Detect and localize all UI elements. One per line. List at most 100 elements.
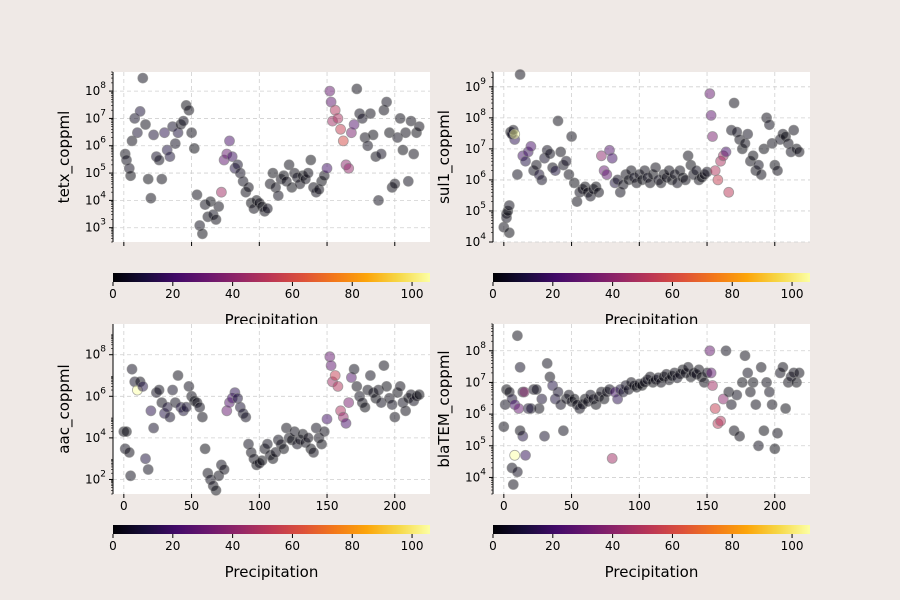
data-point (558, 425, 569, 437)
plot-area (113, 324, 430, 494)
data-point (196, 228, 208, 240)
colorbar-tick-label: 0 (489, 539, 497, 553)
data-point (359, 401, 371, 413)
data-point (739, 350, 751, 362)
data-point (520, 155, 531, 167)
data-point (513, 403, 525, 414)
data-point (183, 104, 195, 116)
data-point (148, 129, 160, 141)
colorbar-tick-label: 40 (225, 539, 240, 553)
data-point (283, 159, 295, 171)
data-point (172, 370, 184, 381)
data-point (405, 115, 417, 127)
data-point (402, 175, 414, 187)
colorbar-label: Precipitation (225, 563, 319, 581)
data-point (704, 88, 716, 100)
y-tick-label: 105 (85, 163, 106, 180)
data-point (552, 115, 564, 127)
colorbar-tick-label: 100 (401, 287, 424, 301)
data-point (224, 135, 235, 147)
data-point (367, 129, 379, 141)
x-tick-label: 200 (763, 499, 786, 513)
y-tick-label: 104 (85, 427, 106, 444)
colorbar-tick-label: 60 (665, 287, 680, 301)
x-tick-label: 200 (383, 499, 406, 513)
data-point (514, 69, 526, 80)
y-tick-label: 102 (85, 469, 106, 486)
data-point (256, 455, 268, 467)
data-point (373, 194, 384, 206)
data-point (126, 363, 138, 375)
data-point (340, 417, 352, 429)
data-point (413, 121, 425, 132)
x-tick-label: 100 (248, 499, 271, 513)
data-point (544, 148, 556, 160)
data-point (177, 115, 189, 127)
data-point (793, 367, 805, 379)
y-axis-label: aac_coppml (55, 364, 74, 453)
data-point (123, 446, 135, 458)
data-point (747, 150, 759, 162)
data-point (218, 464, 230, 475)
data-point (394, 113, 406, 124)
data-point (126, 135, 138, 147)
data-point (715, 415, 726, 427)
data-point (758, 425, 770, 437)
x-tick-label: 100 (628, 499, 651, 513)
data-point (555, 146, 567, 158)
data-point (232, 392, 244, 404)
data-point (518, 386, 530, 398)
data-point (215, 186, 227, 198)
colorbar-tick-label: 60 (665, 539, 680, 553)
y-tick-label: 106 (465, 404, 486, 421)
data-point (364, 370, 376, 381)
data-point (788, 124, 800, 136)
data-point (121, 426, 132, 438)
y-tick-label: 108 (85, 344, 106, 361)
data-point (389, 411, 401, 423)
panel-tetx_coppml: 103 104 105 106 107 108 tetx_coppml 0 20 40 60 80 10… (55, 71, 430, 329)
data-point (509, 128, 521, 140)
y-axis-label: blaTEM_coppml (435, 350, 454, 467)
data-point (378, 360, 390, 372)
colorbar-gradient (493, 525, 810, 534)
colorbar-tick-label: 100 (781, 287, 804, 301)
x-tick-label: 150 (316, 499, 339, 513)
data-point (272, 190, 284, 202)
colorbar-tick-label: 40 (605, 287, 620, 301)
y-axis-label: sul1_coppml (435, 110, 454, 204)
data-point (351, 380, 363, 392)
data-point (240, 411, 252, 423)
data-point (736, 376, 748, 388)
data-point (362, 140, 374, 152)
data-point (503, 200, 515, 211)
data-point (302, 432, 314, 444)
data-point (745, 386, 756, 398)
colorbar-tick-label: 80 (725, 287, 740, 301)
data-point (606, 452, 618, 464)
colorbar-tick-label: 80 (345, 287, 360, 301)
data-point (520, 449, 531, 461)
data-point (153, 154, 165, 166)
data-point (131, 127, 143, 139)
data-point (503, 227, 515, 239)
data-point (137, 72, 149, 84)
data-point (142, 464, 154, 475)
data-point (183, 380, 195, 392)
y-tick-label: 104 (465, 232, 486, 249)
y-tick-label: 108 (465, 340, 486, 357)
data-point (348, 363, 360, 375)
data-point (758, 143, 770, 155)
colorbar-tick-label: 20 (165, 539, 180, 553)
colorbar-tick-label: 60 (285, 287, 300, 301)
data-point (601, 169, 613, 180)
data-point (593, 186, 605, 198)
data-point (210, 214, 222, 225)
data-point (720, 345, 732, 357)
data-point (305, 154, 317, 166)
data-point (707, 131, 718, 142)
